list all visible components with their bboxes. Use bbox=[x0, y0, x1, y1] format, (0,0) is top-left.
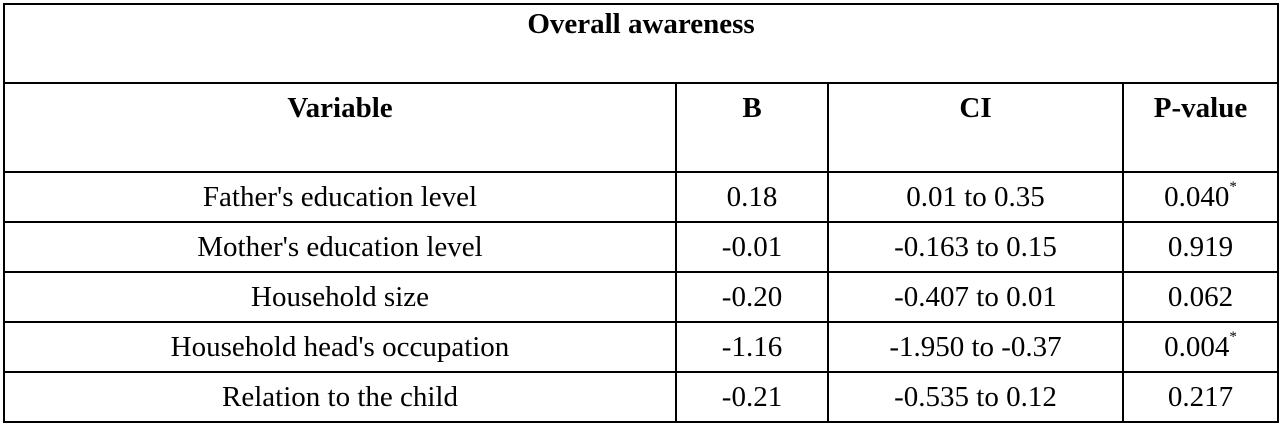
header-variable: Variable bbox=[3, 82, 677, 173]
significance-marker: * bbox=[1229, 328, 1237, 345]
cell-variable: Relation to the child bbox=[3, 371, 677, 423]
table-title-row: Overall awareness bbox=[2, 3, 1280, 84]
cell-ci: -1.950 to -0.37 bbox=[827, 321, 1124, 373]
p-value-text: 0.919 bbox=[1167, 230, 1234, 263]
header-b: B bbox=[675, 82, 829, 173]
table-title: Overall awareness bbox=[2, 3, 1280, 84]
header-p-value: P-value bbox=[1121, 82, 1280, 173]
regression-table: Overall awareness Variable B CI P-value … bbox=[2, 3, 1280, 423]
cell-ci: -0.163 to 0.15 bbox=[827, 221, 1124, 273]
table-row: Father's education level 0.18 0.01 to 0.… bbox=[3, 171, 1280, 223]
cell-b: -0.20 bbox=[675, 271, 829, 323]
cell-b: -0.21 bbox=[675, 371, 829, 423]
cell-b: 0.18 bbox=[675, 171, 829, 223]
cell-p-value: 0.919 bbox=[1121, 221, 1280, 273]
cell-b: -1.16 bbox=[675, 321, 829, 373]
p-value-text: 0.062 bbox=[1167, 280, 1234, 313]
cell-variable: Household size bbox=[3, 271, 677, 323]
table-row: Household head's occupation -1.16 -1.950… bbox=[3, 321, 1280, 373]
cell-b: -0.01 bbox=[675, 221, 829, 273]
cell-ci: -0.535 to 0.12 bbox=[827, 371, 1124, 423]
table-row: Relation to the child -0.21 -0.535 to 0.… bbox=[3, 371, 1280, 423]
cell-p-value: 0.217 bbox=[1121, 371, 1280, 423]
cell-p-value: 0.004* bbox=[1121, 321, 1280, 373]
cell-p-value: 0.040* bbox=[1121, 171, 1280, 223]
cell-p-value: 0.062 bbox=[1121, 271, 1280, 323]
p-value-text: 0.004 bbox=[1164, 330, 1230, 363]
table-row: Household size -0.20 -0.407 to 0.01 0.06… bbox=[3, 271, 1280, 323]
significance-marker: * bbox=[1229, 178, 1237, 195]
cell-variable: Mother's education level bbox=[3, 221, 677, 273]
p-value-text: 0.217 bbox=[1167, 380, 1234, 413]
cell-ci: 0.01 to 0.35 bbox=[827, 171, 1124, 223]
cell-variable: Household head's occupation bbox=[3, 321, 677, 373]
table-header-row: Variable B CI P-value bbox=[3, 82, 1280, 173]
p-value-text: 0.040 bbox=[1164, 180, 1230, 213]
table-row: Mother's education level -0.01 -0.163 to… bbox=[3, 221, 1280, 273]
header-ci: CI bbox=[827, 82, 1124, 173]
cell-variable: Father's education level bbox=[3, 171, 677, 223]
cell-ci: -0.407 to 0.01 bbox=[827, 271, 1124, 323]
